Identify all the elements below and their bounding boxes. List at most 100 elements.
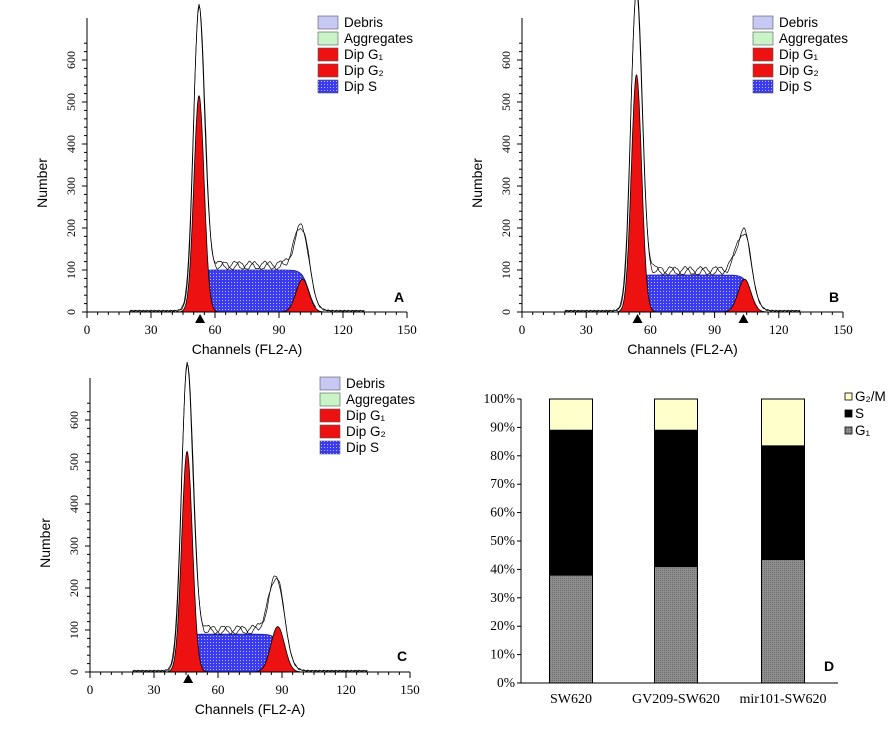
legend-label: Dip G₁ [344, 47, 384, 62]
legend-label: Debris [779, 15, 818, 30]
legend-swatch [317, 79, 339, 94]
x-tick-label: 90 [708, 322, 721, 337]
legend-swatch [752, 79, 774, 94]
stacked-bar-panel-d: 0% 10% 20% 30% 40% 50% 60% 70% 80% 90% 100% SW620 GV… [484, 389, 886, 707]
y-tick-label: 600 [64, 51, 78, 69]
legend-label: Debris [344, 15, 383, 30]
dip-g1-peak [178, 95, 220, 313]
legend-swatch [844, 392, 853, 401]
legend-swatch [317, 47, 339, 62]
g1-marker-triangle [632, 314, 643, 323]
y-tick-label: 300 [64, 177, 78, 195]
legend-swatch [752, 63, 774, 78]
legend-label: Dip S [346, 440, 379, 455]
x-tick-label: 30 [148, 682, 161, 697]
y-tick-label: 10% [490, 647, 515, 662]
panel-letter: B [829, 289, 839, 305]
legend-label: Dip G₁ [779, 47, 819, 62]
x-tick-label: 60 [209, 322, 222, 337]
legend-swatch [319, 392, 341, 407]
legend-swatch [844, 409, 853, 418]
legend-swatch [317, 15, 339, 30]
panel-letter: D [824, 658, 834, 674]
y-tick-label: 100 [64, 261, 78, 279]
y-tick-label: 600 [499, 51, 513, 69]
dip-g2-peak [276, 278, 329, 313]
legend-swatch [319, 424, 341, 439]
x-tick-label: 0 [84, 322, 91, 337]
x-tick-label: 60 [212, 682, 225, 697]
bar-segment [761, 558, 805, 684]
category-label: GV209-SW620 [632, 692, 720, 707]
bar-segment [654, 566, 698, 684]
bar-segment [761, 445, 805, 560]
x-axis-title: Channels (FL2-A) [192, 341, 303, 357]
y-axis-title: Number [37, 518, 53, 568]
bar-segment [654, 398, 698, 431]
x-axis-title: Channels (FL2-A) [627, 341, 738, 357]
y-tick-label: 40% [490, 561, 515, 576]
legend-label: Debris [346, 376, 385, 391]
y-tick-label: 200 [67, 579, 81, 597]
bar-segment [549, 574, 593, 684]
y-tick-label: 20% [490, 618, 515, 633]
legend-swatch [319, 376, 341, 391]
g1-marker-triangle [183, 674, 194, 683]
y-axis-title: Number [34, 158, 50, 208]
y-tick-label: 100% [484, 391, 516, 406]
legend-swatch [317, 31, 339, 46]
y-axis-title: Number [469, 158, 485, 208]
panel-letter: A [394, 289, 404, 305]
legend-label: G₂/M [855, 389, 886, 404]
y-tick-label: 100 [67, 621, 81, 639]
x-tick-label: 120 [769, 322, 789, 337]
x-tick-label: 0 [87, 682, 94, 697]
category-label: mir101-SW620 [739, 692, 826, 707]
y-tick-label: 300 [499, 177, 513, 195]
legend-label: Dip G₂ [344, 63, 384, 78]
x-tick-label: 30 [145, 322, 158, 337]
histogram-panel-b: 0 30 60 90 120 150 0 100 200 300 400 500 600 Channels… [469, 0, 853, 357]
legend-swatch [317, 63, 339, 78]
y-tick-label: 300 [67, 537, 81, 555]
legend-label: Dip G₂ [779, 63, 819, 78]
y-tick-label: 500 [499, 93, 513, 111]
histogram-outline [132, 364, 368, 672]
x-tick-label: 30 [580, 322, 593, 337]
dip-g2-peak [718, 278, 771, 313]
legend-label: G₁ [855, 423, 871, 438]
x-tick-label: 150 [397, 322, 417, 337]
y-tick-label: 200 [499, 219, 513, 237]
y-tick-label: 0% [497, 675, 515, 690]
y-tick-label: 60% [490, 505, 515, 520]
x-axis-title: Channels (FL2-A) [195, 701, 306, 717]
x-tick-label: 60 [644, 322, 657, 337]
y-tick-label: 90% [490, 419, 515, 434]
x-tick-label: 90 [273, 322, 286, 337]
y-tick-label: 30% [490, 590, 515, 605]
histogram-panel-c: 0 30 60 90 120 150 0 100 200 300 400 500 600 Channels… [37, 361, 420, 717]
category-label: SW620 [550, 692, 592, 707]
legend-swatch [752, 47, 774, 62]
legend-label: S [855, 406, 864, 421]
histogram-outline [129, 6, 365, 312]
histogram-outline [564, 0, 801, 312]
legend-label: Aggregates [779, 31, 848, 46]
y-tick-label: 500 [67, 453, 81, 471]
legend-label: Aggregates [344, 31, 413, 46]
legend-swatch [752, 15, 774, 30]
legend-swatch [319, 408, 341, 423]
y-tick-label: 400 [499, 135, 513, 153]
x-tick-label: 120 [333, 322, 353, 337]
dip-g1-peak [615, 74, 658, 313]
x-tick-label: 90 [276, 682, 289, 697]
y-tick-label: 0 [499, 309, 513, 315]
legend-label: Aggregates [346, 392, 415, 407]
g2-marker-triangle [738, 314, 749, 323]
y-tick-label: 50% [490, 533, 515, 548]
bar-segment [761, 398, 805, 447]
x-tick-label: 120 [336, 682, 356, 697]
legend-swatch [844, 426, 853, 435]
legend-label: Dip G₂ [346, 424, 386, 439]
